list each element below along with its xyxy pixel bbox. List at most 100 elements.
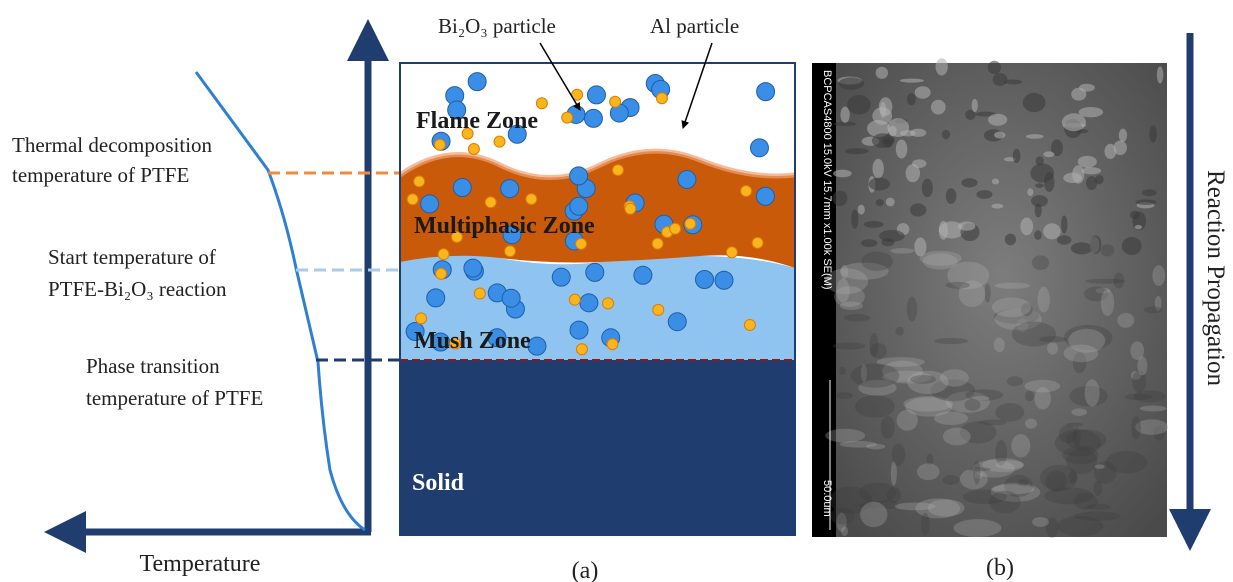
sem-grain: [886, 198, 895, 207]
sem-grain: [1061, 215, 1067, 233]
sem-grain: [1071, 242, 1093, 254]
particle-label: Al particle: [650, 14, 739, 38]
sem-grain: [1093, 481, 1102, 496]
sem-grain: [858, 205, 865, 215]
sem-grain: [943, 428, 971, 446]
sem-grain: [864, 221, 884, 228]
label-line: PTFE-Bi₂O₃ reaction: [48, 277, 227, 301]
sem-grain: [1144, 306, 1163, 313]
oxide-particle: [576, 238, 587, 249]
al-particle: [715, 271, 733, 289]
oxide-particle: [752, 237, 763, 248]
sem-grain: [968, 467, 991, 471]
sem-grain: [1044, 487, 1093, 504]
sem-grain: [1036, 156, 1044, 165]
sem-grain: [994, 338, 1005, 353]
sem-grain: [946, 188, 957, 204]
solid-zone-area: [400, 360, 795, 535]
zone-label: Solid: [412, 470, 465, 496]
sem-grain: [845, 148, 869, 154]
sem-grain: [934, 411, 968, 425]
sem-grain: [892, 443, 906, 466]
label-line: temperature of PTFE: [86, 386, 263, 410]
sem-grain: [958, 221, 975, 230]
sem-grain: [961, 178, 977, 187]
sem-grain: [895, 502, 936, 510]
sem-grain: [1047, 342, 1058, 354]
sem-grain: [1057, 235, 1071, 245]
sem-grain: [954, 519, 1002, 537]
oxide-particle: [414, 176, 425, 187]
al-particle: [453, 178, 471, 196]
al-particle: [587, 86, 605, 104]
sem-grain: [1007, 376, 1023, 386]
oxide-particle: [562, 112, 573, 123]
oxide-particle: [652, 238, 663, 249]
sem-grain: [1122, 237, 1142, 255]
al-particle: [756, 187, 774, 205]
sem-grain: [900, 130, 916, 136]
al-particle: [427, 289, 445, 307]
sem-grain: [1149, 125, 1157, 142]
oxide-particle: [625, 203, 636, 214]
al-particle: [421, 195, 439, 213]
sem-grain: [876, 67, 889, 79]
label-line: temperature of PTFE: [12, 163, 189, 187]
oxide-particle: [726, 247, 737, 258]
sem-grain: [976, 190, 992, 199]
oxide-particle: [569, 294, 580, 305]
sem-grain: [942, 475, 959, 485]
sem-grain: [910, 203, 926, 216]
sem-grain: [895, 327, 904, 336]
sem-grain: [1079, 84, 1095, 92]
sem-grain: [1085, 379, 1100, 406]
sem-grain: [840, 441, 878, 448]
al-particle: [570, 321, 588, 339]
temperature-label: Thermal decomposition temperature of PTF…: [12, 133, 213, 187]
sem-grain: [1142, 189, 1157, 196]
sem-grain: [1113, 140, 1126, 155]
sem-grain: [931, 100, 946, 115]
zone-panel: Flame Zone Multiphasic Zone Mush Zone So…: [400, 63, 795, 535]
sem-grain: [996, 460, 1025, 469]
sem-grain: [922, 179, 933, 198]
sem-grain: [896, 140, 908, 159]
sem-grain: [1012, 322, 1056, 347]
sem-grain: [859, 483, 896, 503]
sem-grain: [988, 114, 1007, 126]
sem-grain: [993, 73, 1008, 86]
al-particle: [586, 263, 604, 281]
sem-grain: [1026, 134, 1044, 139]
label-line: Start temperature of: [48, 245, 216, 269]
sem-grain: [833, 190, 848, 206]
sem-grain: [1025, 391, 1034, 402]
axis-label: Temperature: [140, 551, 261, 577]
sem-grain: [1062, 113, 1086, 131]
oxide-particle: [612, 165, 623, 176]
sem-grain: [879, 230, 905, 242]
temperature-label: Phase transition temperature of PTFE: [86, 354, 263, 410]
sem-grain: [841, 265, 848, 279]
oxide-particle: [468, 143, 479, 154]
oxide-particle: [407, 194, 418, 205]
sem-grain: [870, 333, 879, 357]
sem-grain: [940, 369, 969, 386]
sem-grain: [1005, 234, 1016, 246]
sem-grain: [1081, 167, 1101, 174]
al-particle: [678, 170, 696, 188]
oxide-particle: [607, 339, 618, 350]
al-particle: [584, 109, 602, 127]
sem-grain: [992, 297, 1031, 317]
caption: (a): [572, 558, 599, 582]
sem-grain: [995, 403, 1024, 422]
oxide-particle: [434, 139, 445, 150]
al-particle: [757, 83, 775, 101]
al-particle: [464, 259, 482, 277]
al-particle: [750, 139, 768, 157]
sem-grain: [912, 159, 926, 168]
zone-label: Multiphasic Zone: [414, 213, 595, 239]
sem-grain: [1024, 380, 1060, 393]
sem-grain: [965, 399, 981, 411]
sem-grain: [1085, 279, 1125, 284]
sem-grain: [1152, 265, 1165, 286]
